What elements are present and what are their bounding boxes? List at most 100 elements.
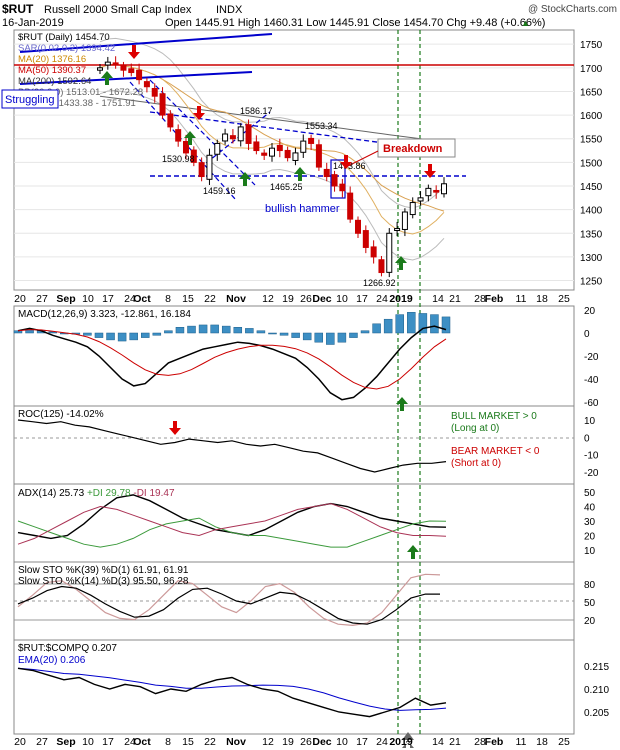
macd-label: MACD(12,26,9) 3.323, -12.861, 16.184 xyxy=(18,309,191,320)
macd-hist-bar xyxy=(48,331,57,334)
bear-arrow-icon xyxy=(424,164,436,178)
x-axis-label: 24 xyxy=(124,293,136,305)
x-axis-label: 10 xyxy=(82,293,94,305)
ratio-ema-line xyxy=(17,667,447,711)
stoch-tick-label: 50 xyxy=(584,598,596,609)
candle-body xyxy=(339,183,346,192)
macd-y-axis: 20 0 -20 -40 -60 xyxy=(584,306,599,409)
price-label-1465: 1465.25 xyxy=(270,182,303,192)
candle-body xyxy=(97,67,103,71)
x-axis-label: 19 xyxy=(282,293,294,305)
x-axis-label: 17 xyxy=(356,736,368,748)
macd-signal-line xyxy=(17,329,447,390)
candle-body xyxy=(331,174,338,187)
x-axis-label: 24 xyxy=(376,293,388,305)
candle-body xyxy=(159,93,166,116)
price-tick-label: 1250 xyxy=(580,277,603,288)
breakdown-box xyxy=(377,138,456,158)
falling-resistance-line xyxy=(149,111,385,144)
candle-body xyxy=(370,246,377,258)
channel-line-a xyxy=(129,81,237,201)
breakdown-pointer xyxy=(343,150,379,169)
price-label-1266: 1266.92 xyxy=(363,278,396,288)
candle-body xyxy=(323,168,330,178)
candle-body xyxy=(245,124,252,144)
candle-body xyxy=(206,154,213,180)
bull-arrow-icon xyxy=(395,256,407,270)
macd-hist-bar xyxy=(13,330,23,334)
x-axis-label: 20 xyxy=(14,293,26,305)
macd-tick-label: -60 xyxy=(584,398,599,409)
stoch-tick-label: 20 xyxy=(584,616,596,627)
candle-body xyxy=(433,189,440,193)
x-axis-label: 10 xyxy=(336,736,348,748)
candle-body xyxy=(284,149,291,159)
macd-hist-bar xyxy=(407,312,416,334)
candle-body xyxy=(269,147,275,157)
x-axis-label: 21 xyxy=(449,293,461,305)
channel-line-c xyxy=(199,111,271,169)
lower-trendline xyxy=(19,71,253,85)
ohlc-readout: Open 1445.91 High 1460.31 Low 1445.91 Cl… xyxy=(165,17,545,29)
adx-label: ADX(14) 25.73 +DI 29.78 -DI 19.47 xyxy=(18,488,175,499)
candle-body xyxy=(198,162,205,178)
candle-body xyxy=(237,126,244,142)
x-axis-label: Sep xyxy=(56,736,75,748)
price-y-axis: 1750 1700 1650 1600 1550 1500 1450 1400 1350 1300… xyxy=(580,40,603,287)
macd-hist-bar xyxy=(83,332,92,336)
price-candles xyxy=(97,56,447,278)
macd-hist-bar xyxy=(430,314,439,334)
price-tick-label: 1500 xyxy=(580,158,603,169)
plus-di-line xyxy=(17,517,447,548)
breakdown-label: Breakdown xyxy=(383,143,443,155)
x-axis-label: 28 xyxy=(474,293,486,305)
x-axis-label: 18 xyxy=(536,293,548,305)
x-axis-label: Dec xyxy=(312,293,331,305)
symbol: $RUT xyxy=(2,2,34,16)
macd-hist-bar xyxy=(360,330,370,334)
macd-hist-bar xyxy=(152,332,162,336)
adx-tick-label: 40 xyxy=(584,503,596,514)
stoch-y-axis: 80 50 20 xyxy=(584,580,596,627)
candle-body xyxy=(190,149,197,163)
adx-tick-label: 30 xyxy=(584,517,596,528)
macd-tick-label: 0 xyxy=(584,329,590,340)
candle-body xyxy=(120,65,127,71)
price-label-1473: 1473.86 xyxy=(333,161,366,171)
x-axis-label: 2019 xyxy=(389,293,413,305)
macd-hist-bar xyxy=(326,332,335,345)
candle-body xyxy=(276,144,283,152)
candle-body xyxy=(222,133,229,142)
price-label-1553: 1553.34 xyxy=(305,121,338,131)
roc-tick-label: 10 xyxy=(584,416,596,427)
price-tick-label: 1650 xyxy=(580,87,603,98)
ma200-line xyxy=(99,95,445,143)
candle-body xyxy=(425,187,432,197)
candle-body xyxy=(104,61,111,66)
candle-body xyxy=(253,141,260,152)
candle-body xyxy=(175,129,182,142)
adx-tick-label: 20 xyxy=(584,532,596,543)
legend-entry: BB(20,2.0) 1513.01 - 1672.28 xyxy=(18,87,143,98)
legend-entry: $RUT (Daily) 1454.70 xyxy=(18,32,110,43)
ratio-y-axis: 0.215 0.210 0.205 xyxy=(584,662,609,719)
bear-arrow-icon xyxy=(340,155,352,169)
x-axis-label: 27 xyxy=(36,736,48,748)
stoch-39-line xyxy=(17,585,440,625)
legend-entry: SAR(0.02,0.2) 1394.42 xyxy=(18,43,115,54)
macd-hist-bar xyxy=(210,324,219,334)
gray-arrow-icon xyxy=(402,741,414,748)
candle-body xyxy=(292,152,299,161)
macd-hist-bar xyxy=(349,332,358,338)
macd-hist-bar xyxy=(256,330,266,334)
roc-line xyxy=(17,419,447,473)
macd-hist-bar xyxy=(395,314,404,334)
candle-body xyxy=(300,140,307,153)
roc-tick-label: -10 xyxy=(584,451,599,462)
legend-entry: MA(200) 1592.64 xyxy=(18,76,91,87)
macd-hist-bar xyxy=(187,325,196,334)
candle-body xyxy=(409,202,416,216)
roc-tick-label: -20 xyxy=(584,468,599,479)
